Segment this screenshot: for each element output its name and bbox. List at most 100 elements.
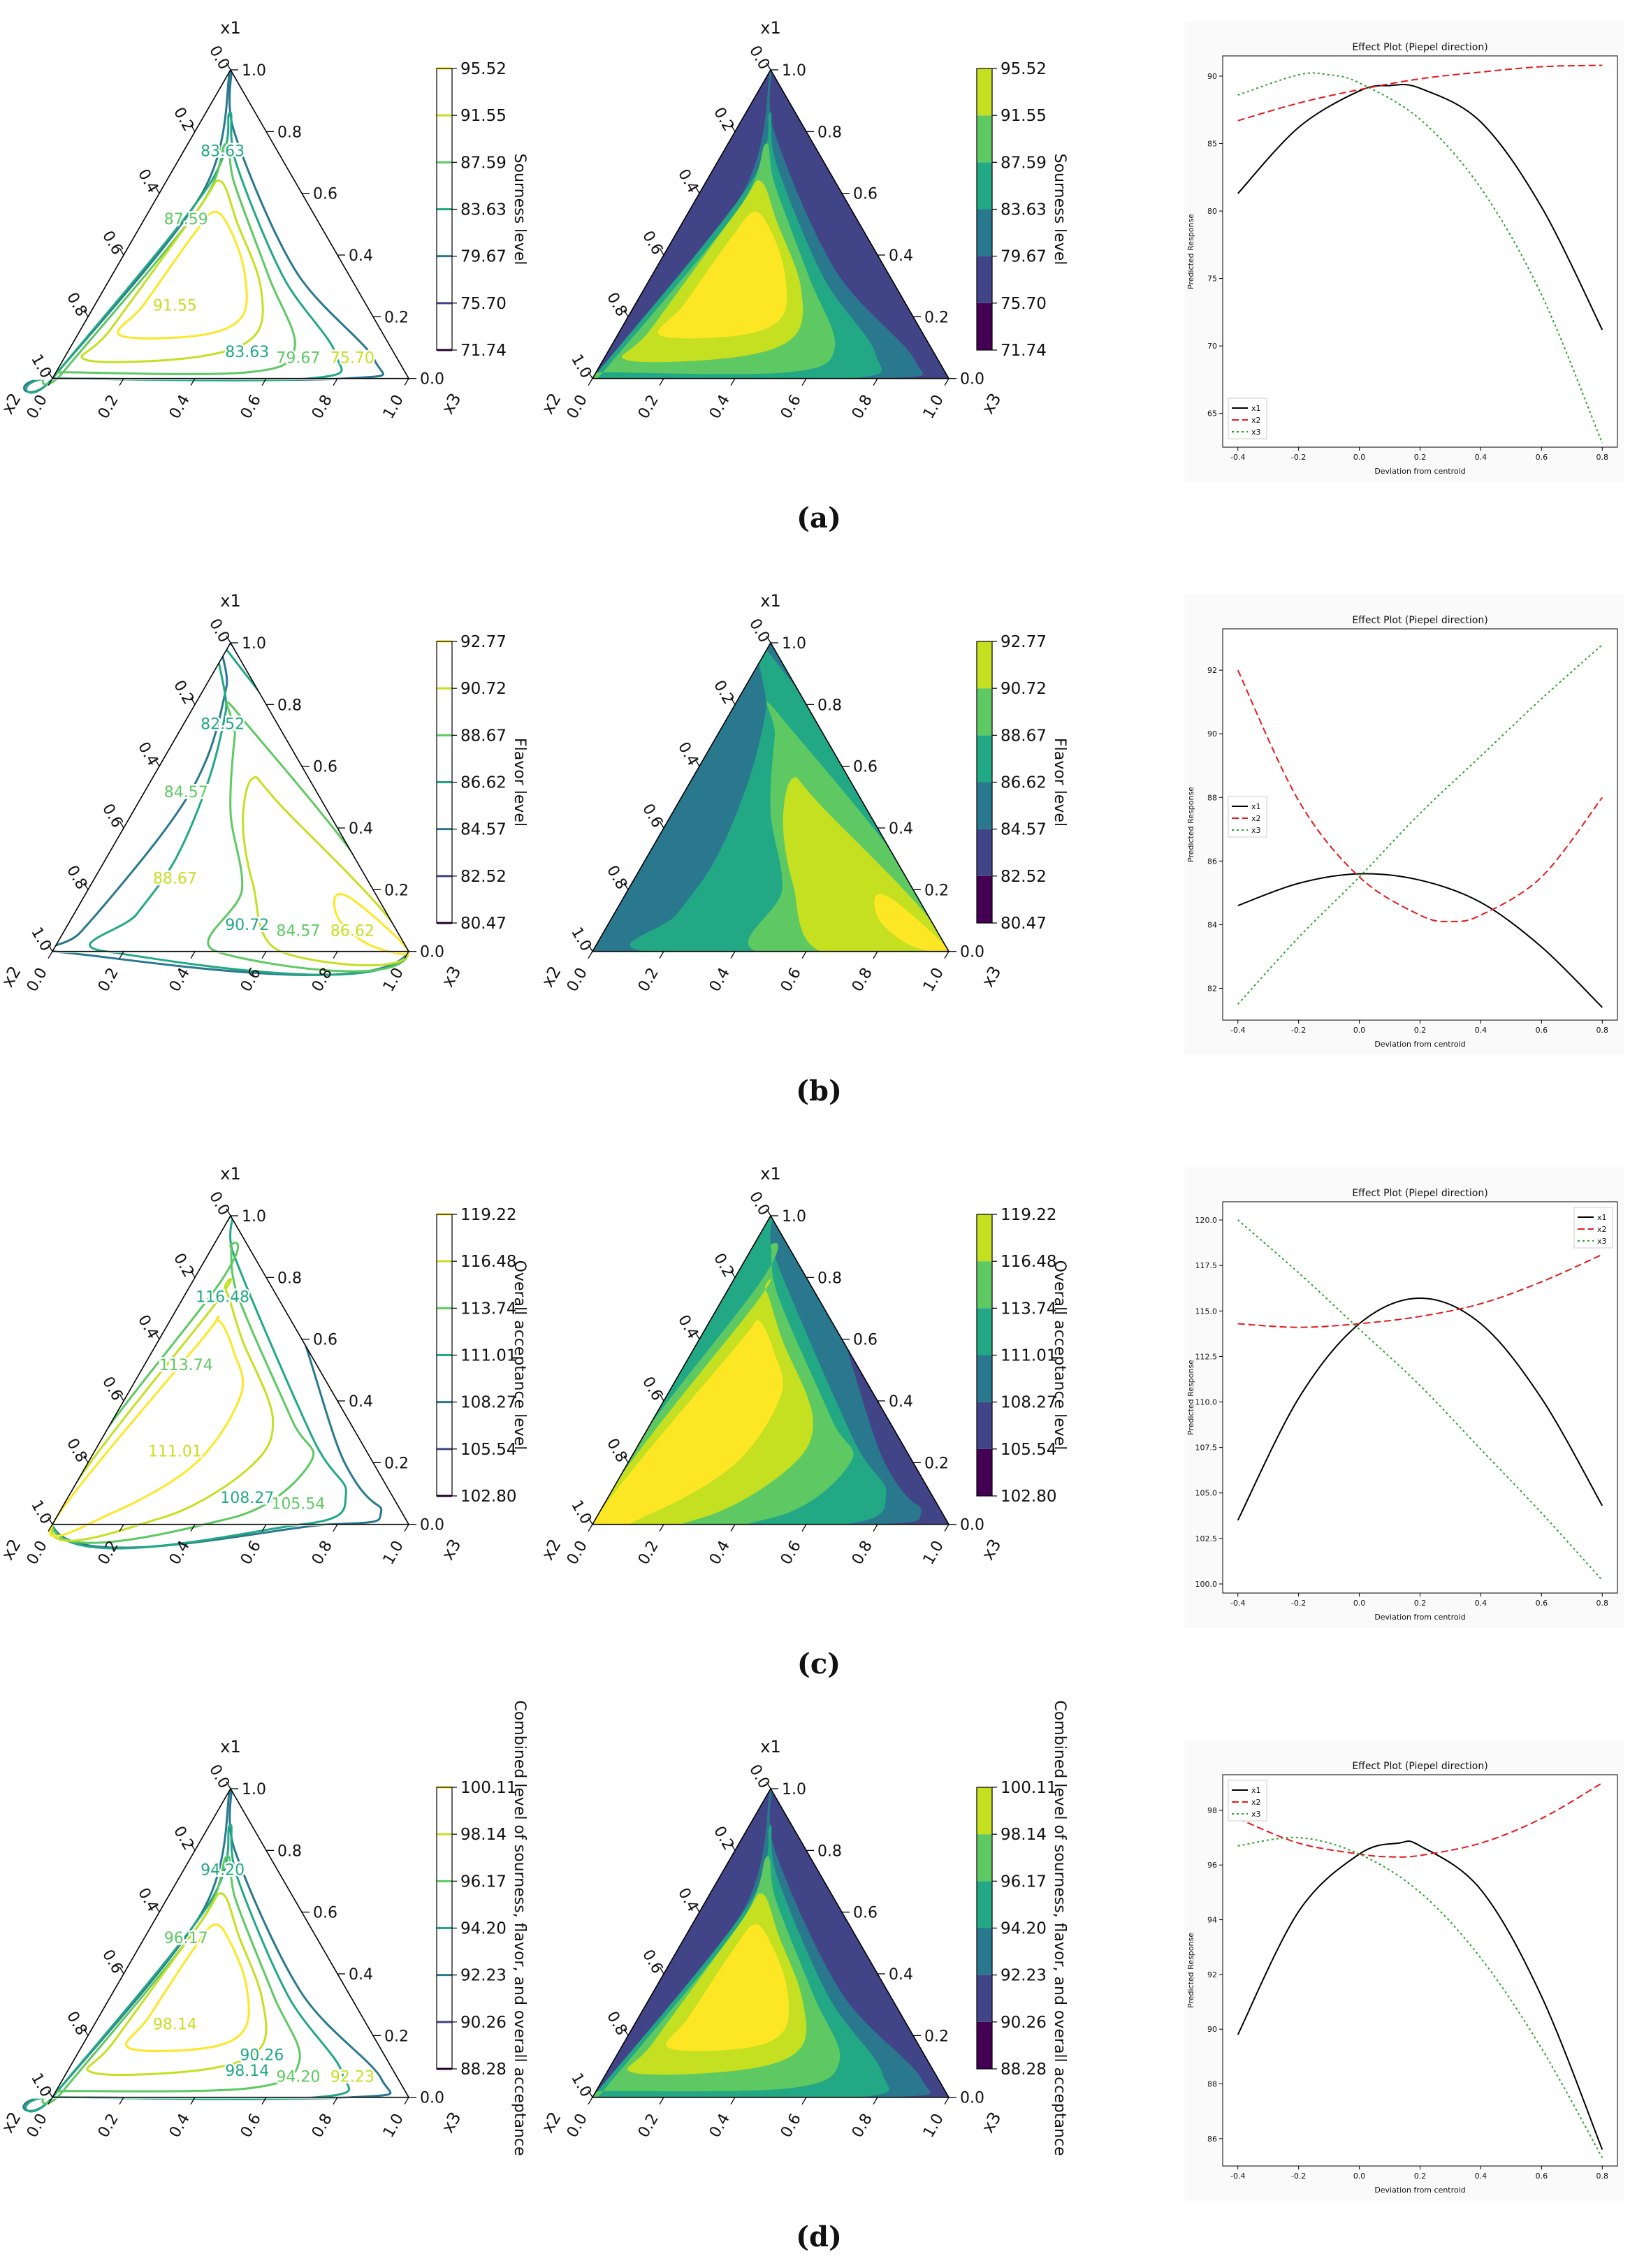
legend-label: x2 — [1251, 416, 1261, 425]
outside-mask — [10, 42, 451, 380]
filled-regions — [592, 1216, 949, 1525]
x1-axis-label: x1 — [760, 18, 780, 38]
x2-tick-label: 0.0 — [745, 43, 773, 73]
colorbar-label: Combined level of sourness, flavor, and … — [511, 1700, 528, 2156]
x2-tick-label: 0.0 — [745, 616, 773, 646]
effect-y-label: Predicted Response — [1186, 787, 1195, 862]
colorbar-band — [977, 1881, 992, 1928]
tick-mark — [588, 378, 593, 386]
contour-value-label: 94.20 — [276, 2069, 320, 2086]
colorbar-tick-label: 84.57 — [460, 821, 507, 839]
x1-tick-label: 0.4 — [349, 1966, 373, 1984]
colorbar-tick-label: 111.01 — [460, 1347, 516, 1365]
x2-tick-label: 0.4 — [674, 166, 701, 196]
tick-mark — [190, 951, 196, 959]
panel-caption: (a) — [796, 502, 841, 535]
tick-mark — [261, 378, 267, 386]
colorbar-tick-label: 95.52 — [1001, 60, 1047, 78]
colorbar-label: Overall acceptance level — [1051, 1260, 1068, 1451]
contour-value-label: 113.74 — [159, 1357, 213, 1374]
colorbar-label: Flavor level — [1051, 738, 1068, 827]
x1-tick-label: 0.2 — [924, 882, 949, 899]
x1-tick-label: 0.6 — [853, 186, 878, 203]
x-tick-label: 0.4 — [1475, 2172, 1487, 2181]
legend-label: x3 — [1251, 1810, 1261, 1819]
tick-mark — [48, 371, 53, 379]
x1-tick-label: 0.6 — [313, 759, 337, 776]
tick-mark — [730, 951, 736, 959]
x3-tick-label: 0.6 — [778, 965, 805, 995]
x3-axis-label: x3 — [438, 963, 465, 991]
x1-tick-label: 1.0 — [782, 635, 806, 653]
contour-value-label: 92.23 — [330, 2069, 374, 2086]
x-tick-label: 0.2 — [1414, 2172, 1427, 2181]
x3-axis-label: x3 — [438, 1536, 465, 1564]
tick-mark — [694, 759, 700, 767]
x1-tick-label: 0.0 — [420, 2090, 444, 2107]
filled-regions — [592, 70, 949, 379]
x1-tick-label: 0.6 — [853, 759, 878, 776]
x1-tick-label: 1.0 — [782, 62, 806, 80]
contour-value-label: 90.72 — [225, 917, 269, 934]
tick-mark — [119, 2097, 124, 2105]
x3-tick-label: 0.8 — [849, 2111, 876, 2141]
tick-mark — [404, 1524, 409, 1532]
legend-box — [1228, 796, 1267, 838]
tick-mark — [119, 951, 124, 959]
x-tick-label: 0.6 — [1536, 2172, 1548, 2181]
x3-tick-label: 0.2 — [635, 2111, 662, 2141]
x3-tick-label: 0.0 — [564, 2111, 591, 2141]
x2-axis-label: x2 — [538, 390, 565, 418]
y-tick-label: 92 — [1207, 1970, 1217, 1979]
colorbar-band — [977, 1355, 992, 1402]
tick-mark — [801, 951, 807, 959]
ternary-frame — [591, 1787, 950, 2098]
contour-value-label: 94.20 — [201, 1862, 245, 1880]
x3-axis-label: x3 — [978, 2109, 1005, 2137]
tick-mark — [404, 378, 409, 386]
x1-tick-label: 1.0 — [242, 62, 266, 80]
tick-mark — [190, 378, 196, 386]
x2-axis-label: x2 — [0, 390, 25, 418]
series-line-x1 — [1237, 83, 1603, 330]
x2-tick-label: 0.8 — [603, 863, 630, 893]
effect-x-label: Deviation from centroid — [1374, 1613, 1465, 1622]
x3-tick-label: 0.4 — [706, 1538, 734, 1568]
colorbar-tick-label: 91.55 — [1001, 107, 1047, 125]
ternary-frame — [51, 641, 410, 952]
y-tick-label: 85 — [1207, 140, 1217, 149]
x-tick-label: 0.4 — [1475, 453, 1487, 462]
tick-mark — [944, 378, 950, 386]
x1-tick-label: 1.0 — [782, 1208, 806, 1226]
tick-mark — [623, 310, 629, 317]
x3-tick-label: 1.0 — [920, 965, 947, 995]
colorbar-tick-label: 83.63 — [460, 201, 507, 219]
tick-mark — [83, 2028, 89, 2036]
tick-mark — [190, 2097, 196, 2105]
tick-mark — [48, 944, 53, 952]
colorbar-tick-label: 105.54 — [460, 1441, 516, 1459]
x2-tick-label: 0.2 — [710, 1251, 737, 1281]
colorbar-tick-label: 92.23 — [460, 1967, 507, 1985]
colorbar-tick-label: 116.48 — [460, 1253, 516, 1271]
x3-tick-label: 1.0 — [920, 1538, 947, 1568]
tick-mark — [83, 882, 89, 890]
y-tick-label: 88 — [1207, 793, 1217, 802]
x1-tick-label: 0.2 — [924, 1455, 949, 1472]
x3-tick-label: 0.0 — [24, 1538, 51, 1568]
outside-mask — [10, 1761, 451, 2099]
contour-value-label: 75.70 — [330, 350, 374, 368]
x3-tick-label: 0.8 — [849, 1538, 876, 1568]
x3-tick-label: 0.6 — [238, 392, 265, 422]
tick-mark — [801, 1524, 807, 1532]
x1-tick-label: 0.6 — [313, 1905, 337, 1922]
colorbar-band — [977, 1928, 992, 1975]
tick-mark — [873, 1524, 878, 1532]
colorbar-tick-label: 88.67 — [460, 727, 507, 745]
legend-label: x1 — [1597, 1213, 1607, 1222]
tick-mark — [730, 378, 736, 386]
x1-tick-label: 0.6 — [853, 1332, 878, 1349]
tick-mark — [588, 2090, 593, 2098]
